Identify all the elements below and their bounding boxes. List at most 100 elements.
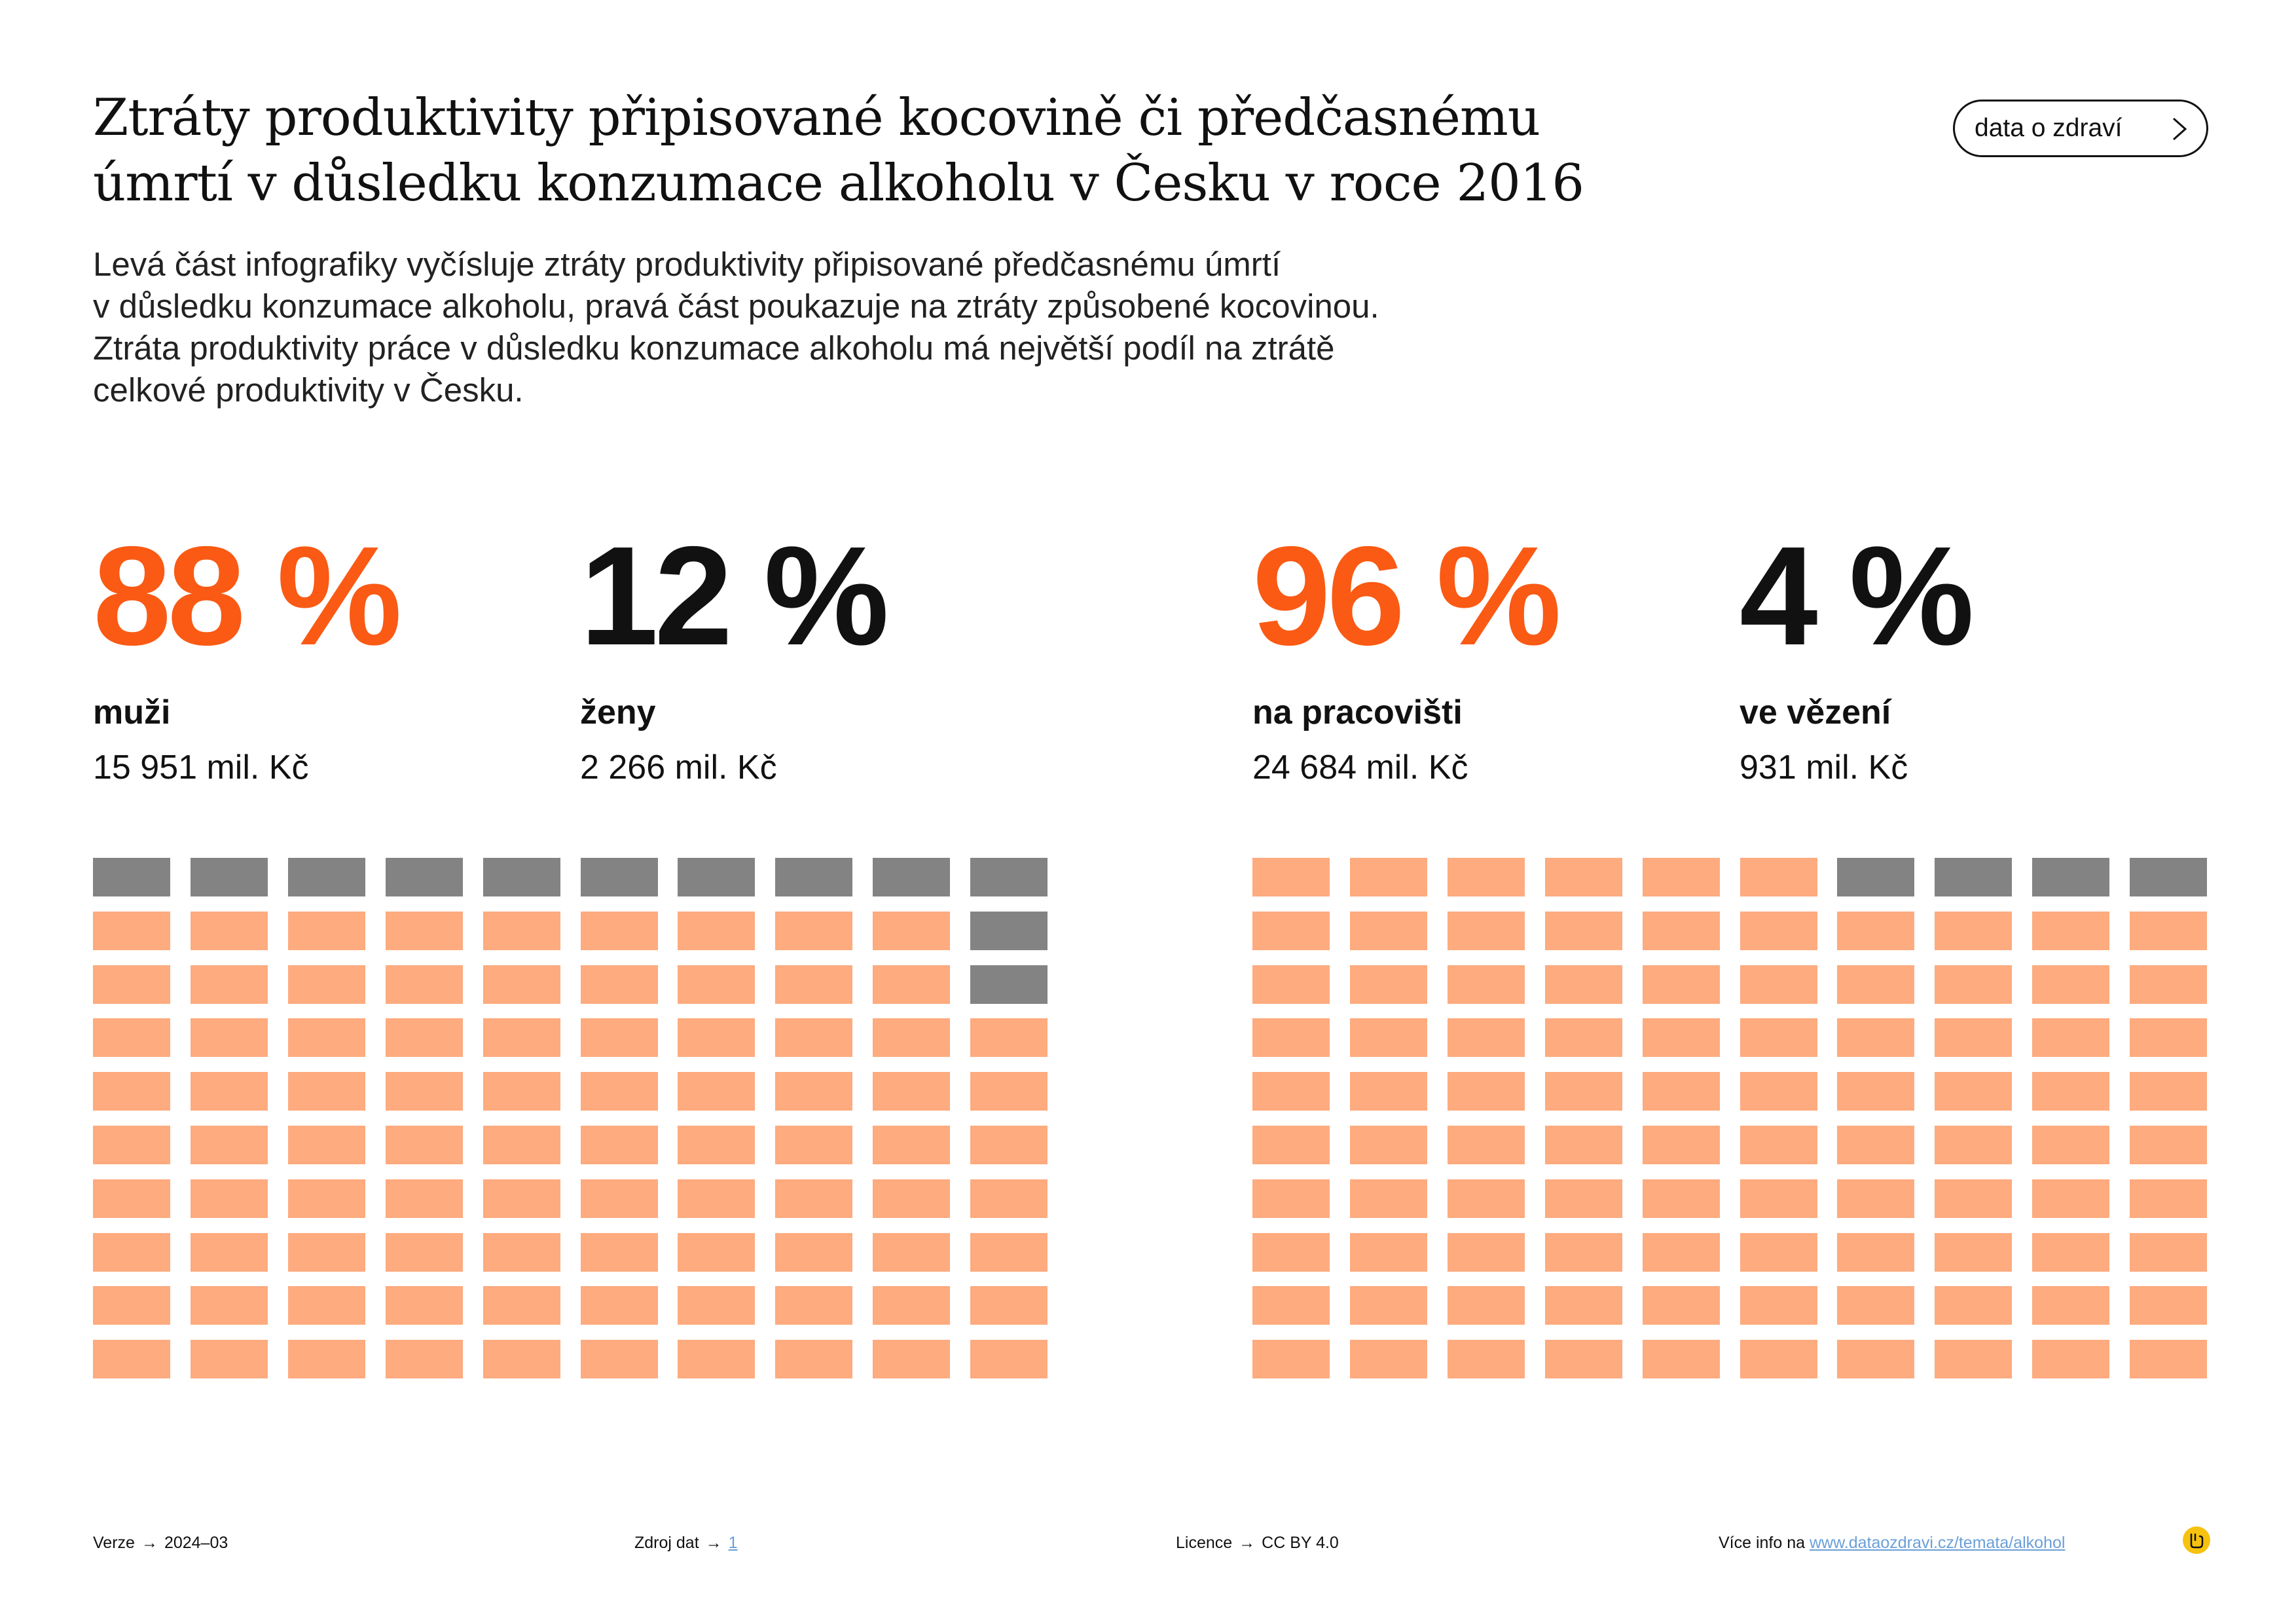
waffle-cell-primary	[678, 911, 756, 950]
value-label: 15 951 mil. Kč	[93, 748, 309, 786]
title-line-1: Ztráty produktivity připisované kocovině…	[93, 88, 1540, 147]
waffle-cell-primary	[1935, 1072, 2013, 1111]
waffle-cell-primary	[580, 1340, 658, 1379]
waffle-cell-secondary	[483, 858, 560, 896]
waffle-cell-primary	[678, 1232, 756, 1272]
waffle-cell-primary	[873, 1232, 951, 1272]
waffle-cell-primary	[93, 1340, 170, 1379]
waffle-cell-primary	[1252, 1232, 1330, 1272]
waffle-cell-primary	[1252, 1340, 1330, 1379]
data-o-zdravi-button[interactable]: data o zdraví	[1953, 100, 2208, 157]
waffle-cell-primary	[1252, 858, 1330, 896]
waffle-cell-primary	[873, 1018, 951, 1058]
license-label: Licence	[1176, 1534, 1233, 1552]
waffle-cell-primary	[2130, 911, 2208, 950]
source-link[interactable]: 1	[728, 1534, 738, 1552]
waffle-cell-primary	[1837, 1286, 1915, 1325]
footer-license: Licence → CC BY 4.0	[1176, 1534, 1339, 1553]
waffle-cell-primary	[93, 965, 170, 1004]
category-label: muži	[93, 693, 171, 731]
value-label: 24 684 mil. Kč	[1252, 748, 1468, 786]
waffle-cell-primary	[1447, 1179, 1525, 1218]
waffle-cell-primary	[483, 965, 560, 1004]
waffle-cell-primary	[93, 1072, 170, 1111]
waffle-cell-primary	[775, 1018, 853, 1058]
waffle-cell-primary	[970, 1179, 1048, 1218]
percent-label: 96 %	[1252, 517, 1561, 674]
waffle-cell-primary	[483, 1179, 560, 1218]
waffle-cell-primary	[287, 1018, 365, 1058]
waffle-cell-primary	[873, 1072, 951, 1111]
waffle-cell-primary	[873, 911, 951, 950]
waffle-cell-primary	[775, 911, 853, 950]
waffle-cell-primary	[190, 1232, 268, 1272]
waffle-cell-primary	[970, 1072, 1048, 1111]
chevron-right-icon	[2173, 117, 2187, 141]
version-value: 2024–03	[164, 1534, 228, 1552]
waffle-cell-secondary	[190, 858, 268, 896]
version-label: Verze	[93, 1534, 135, 1552]
waffle-cell-primary	[970, 1018, 1048, 1058]
waffle-cell-secondary	[970, 858, 1048, 896]
category-label: ve vězení	[1740, 693, 1891, 731]
waffle-cell-primary	[93, 1179, 170, 1218]
waffle-cell-primary	[1642, 1340, 1720, 1379]
waffle-cell-primary	[580, 965, 658, 1004]
description-line-4: celkové produktivity v Česku.	[93, 371, 524, 409]
percent-label: 12 %	[580, 517, 889, 674]
waffle-cell-primary	[970, 1232, 1048, 1272]
stat-muzi: 88 % muži 15 951 mil. Kč	[93, 524, 402, 787]
waffle-cell-primary	[1252, 1179, 1330, 1218]
waffle-cell-primary	[678, 1179, 756, 1218]
waffle-cell-primary	[2032, 1286, 2110, 1325]
description-line-1: Levá část infografiky vyčísluje ztráty p…	[93, 246, 1281, 283]
waffle-cell-primary	[580, 1179, 658, 1218]
waffle-cell-primary	[385, 1286, 463, 1325]
waffle-cell-primary	[1642, 1126, 1720, 1164]
waffle-cell-primary	[93, 1018, 170, 1058]
waffle-cell-primary	[2032, 965, 2110, 1004]
waffle-cell-primary	[678, 1126, 756, 1164]
title-line-2: úmrtí v důsledku konzumace alkoholu v Če…	[93, 154, 1584, 213]
waffle-cell-primary	[1935, 1340, 2013, 1379]
waffle-cell-primary	[1447, 1232, 1525, 1272]
arrow-right-icon: →	[1239, 1534, 1256, 1552]
waffle-cell-primary	[190, 965, 268, 1004]
waffle-cell-primary	[1740, 858, 1817, 896]
arrow-right-icon: →	[705, 1534, 722, 1552]
waffle-cell-primary	[2130, 1340, 2208, 1379]
waffle-cell-primary	[970, 1340, 1048, 1379]
waffle-cell-primary	[1837, 1018, 1915, 1058]
waffle-cell-primary	[1935, 1018, 2013, 1058]
waffle-cell-primary	[1252, 1286, 1330, 1325]
waffle-cell-primary	[775, 1126, 853, 1164]
more-info-link[interactable]: www.dataozdravi.cz/temata/alkohol	[1809, 1534, 2066, 1552]
category-label: na pracovišti	[1252, 693, 1463, 731]
waffle-cell-primary	[580, 1072, 658, 1111]
waffle-cell-primary	[775, 1179, 853, 1218]
waffle-cell-primary	[385, 1018, 463, 1058]
waffle-cell-secondary	[93, 858, 170, 896]
waffle-cell-primary	[1447, 965, 1525, 1004]
waffle-cell-primary	[873, 1340, 951, 1379]
waffle-cell-primary	[1447, 1286, 1525, 1325]
more-info-label: Více info na	[1719, 1534, 1806, 1552]
waffle-cell-primary	[1740, 1232, 1817, 1272]
category-label: ženy	[580, 693, 656, 731]
waffle-cell-primary	[287, 1072, 365, 1111]
waffle-cell-primary	[580, 1232, 658, 1272]
waffle-cell-primary	[1252, 1018, 1330, 1058]
waffle-cell-primary	[1544, 1018, 1622, 1058]
waffle-cell-primary	[287, 911, 365, 950]
waffle-cell-primary	[1740, 911, 1817, 950]
description-line-2: v důsledku konzumace alkoholu, pravá čás…	[93, 287, 1379, 325]
waffle-cell-secondary	[2130, 858, 2208, 896]
description: Levá část infografiky vyčísluje ztráty p…	[93, 244, 1730, 411]
waffle-cell-secondary	[2032, 858, 2110, 896]
waffle-cell-primary	[1447, 1018, 1525, 1058]
waffle-cell-primary	[1349, 1018, 1427, 1058]
waffle-cell-secondary	[1837, 858, 1915, 896]
waffle-cell-primary	[970, 1126, 1048, 1164]
waffle-cell-primary	[287, 965, 365, 1004]
waffle-cell-primary	[1349, 1179, 1427, 1218]
